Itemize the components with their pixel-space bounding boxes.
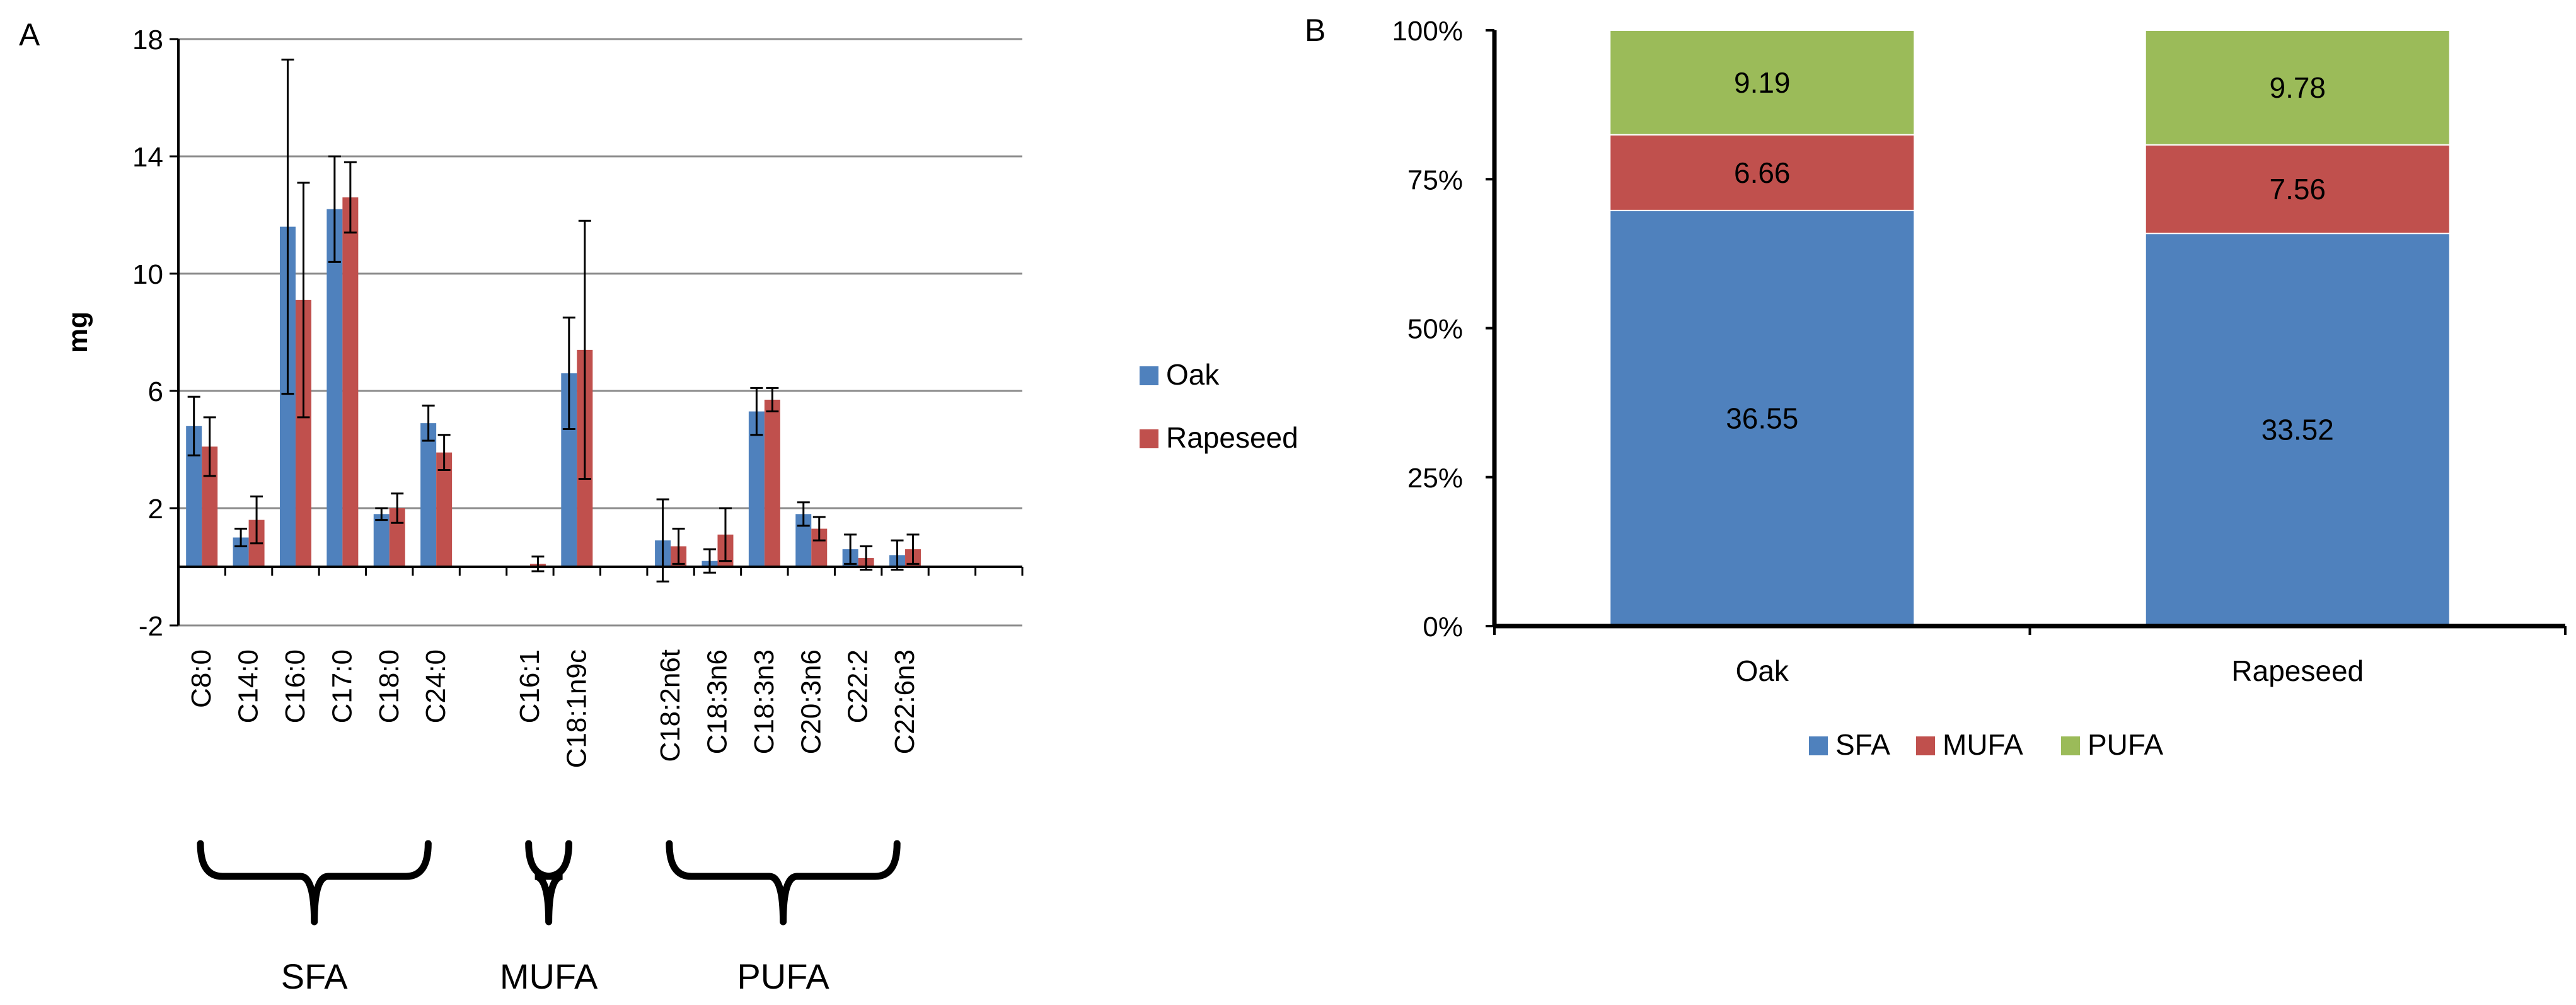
legend-swatch-pufa [2061, 736, 2080, 755]
x-tick-label: C18:2n6t [655, 649, 686, 762]
bar-oak-C17:0 [326, 209, 343, 567]
data-label: 6.66 [1734, 156, 1791, 189]
bar-segment-sfa-oak [1609, 209, 1915, 627]
y-tick-label: 6 [148, 376, 163, 407]
y-tick-label: 14 [132, 142, 163, 173]
y-tick-label: 2 [148, 494, 163, 525]
panel-a: A -2 2 6 10 14 18 mg C8:0 C14:0 C16:0 C17:0 C18:0 C24… [19, 17, 1298, 996]
x-tick-label: C20:3n6 [795, 649, 826, 754]
panel-b-label: B [1305, 13, 1326, 48]
x-tick-label: C24:0 [420, 649, 451, 723]
x-tick-label-rapeseed: Rapeseed [2231, 654, 2364, 687]
x-tick-label: C22:6n3 [889, 649, 920, 754]
panel-a-label: A [19, 17, 40, 52]
y-tick-label: 18 [132, 25, 163, 55]
legend-label-sfa: SFA [1835, 728, 1890, 761]
data-label: 36.55 [1726, 402, 1798, 434]
group-label-sfa: SFA [281, 956, 348, 996]
x-tick-label: C8:0 [186, 649, 217, 708]
legend-label-pufa: PUFA [2088, 728, 2163, 761]
data-label: 33.52 [2261, 414, 2334, 446]
x-tick-label: C18:0 [374, 649, 405, 723]
group-brace [666, 840, 901, 926]
bar-oak-C24:0 [420, 423, 437, 567]
x-tick-label: C16:0 [280, 649, 311, 723]
data-label: 9.78 [2269, 71, 2326, 104]
bar-segment-pufa-rapeseed [2144, 30, 2451, 146]
bar-segment-mufa-oak [1609, 134, 1915, 211]
y-tick-label: 100% [1392, 16, 1463, 47]
legend-swatch-sfa [1809, 736, 1828, 755]
data-label: 7.56 [2269, 173, 2326, 206]
bar-segment-mufa-rapeseed [2144, 144, 2451, 235]
y-tick-label: 0% [1423, 612, 1463, 642]
bar-rapeseed-C24:0 [436, 452, 453, 567]
y-tick-label: 25% [1407, 463, 1463, 494]
x-tick-label: C22:2 [843, 649, 874, 723]
legend-label-rapeseed: Rapeseed [1166, 421, 1298, 454]
legend-swatch-oak [1140, 366, 1158, 385]
x-tick-label: C14:0 [233, 649, 264, 723]
legend-swatch-rapeseed [1140, 429, 1158, 448]
y-axis-label: mg [62, 311, 93, 353]
legend-label-mufa: MUFA [1943, 728, 2023, 761]
data-label: 9.19 [1734, 66, 1791, 99]
y-tick-label: 50% [1407, 314, 1463, 345]
y-tick-label: -2 [139, 611, 163, 642]
legend-swatch-mufa [1916, 736, 1935, 755]
y-tick-label: 10 [132, 259, 163, 290]
x-tick-label: C18:3n6 [702, 649, 732, 754]
x-tick-label: C18:1n9c [561, 649, 592, 768]
group-label-pufa: PUFA [737, 956, 829, 996]
group-brace [525, 840, 572, 926]
x-tick-label: C18:3n3 [749, 649, 780, 754]
panel-b: B 0% 25% 50% 75% 100% 36.55 6.66 9.19 Oak 33.52 7.5… [1305, 13, 2567, 761]
x-tick-label-oak: Oak [1736, 654, 1789, 687]
bar-rapeseed-C17:0 [342, 197, 359, 567]
group-brace [197, 840, 432, 926]
group-label-mufa: MUFA [500, 956, 598, 996]
bar-rapeseed-C18:3n3 [764, 399, 780, 567]
y-tick-label: 75% [1407, 165, 1463, 195]
bar-segment-pufa-oak [1609, 30, 1915, 136]
legend-label-oak: Oak [1166, 358, 1220, 391]
x-tick-label: C17:0 [326, 649, 357, 723]
bar-segment-sfa-rapeseed [2144, 233, 2451, 627]
bar-oak-C18:3n3 [748, 411, 765, 567]
x-tick-label: C16:1 [514, 649, 545, 723]
bar-oak-C18:0 [373, 514, 390, 567]
